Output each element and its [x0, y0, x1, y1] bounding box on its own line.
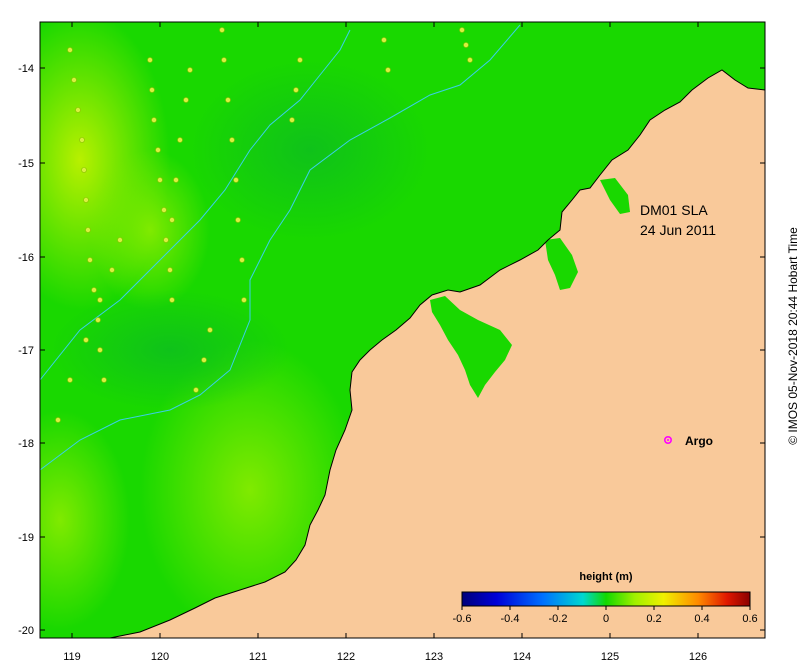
sla-contour	[40, 29, 351, 381]
argo-label: Argo	[685, 434, 713, 448]
lon-tick-label: 122	[337, 651, 355, 663]
colorbar-tick-label: 0.2	[646, 613, 661, 625]
dataset-date: 24 Jun 2011	[640, 222, 716, 238]
credit-text: © IMOS 05-Nov-2018 20:44 Hobart Time	[786, 227, 800, 445]
lon-tick-label: 121	[249, 651, 267, 663]
lon-tick-label: 120	[151, 651, 169, 663]
land-mass	[110, 70, 765, 638]
sla-low-anomaly	[190, 60, 430, 240]
colorbar-ticks: -0.6 -0.4 -0.2 0 0.2 0.4 0.6	[453, 606, 758, 625]
inlet	[600, 178, 630, 214]
inlet	[545, 238, 578, 290]
plot-frame	[39, 21, 766, 639]
lat-tick-label: -19	[18, 532, 34, 544]
colorbar-tick-label: 0	[603, 613, 609, 625]
lon-tick-label: 123	[425, 651, 443, 663]
colorbar	[461, 591, 751, 607]
colorbar-label: height (m)	[579, 571, 632, 583]
axis-ticks: 119 120 121 122 123 124 125 126 -14 -15 -16 -17 -18 -…	[18, 22, 765, 663]
lon-tick-label: 124	[513, 651, 531, 663]
colorbar-tick-label: -0.4	[501, 613, 520, 625]
lon-tick-label: 125	[601, 651, 619, 663]
lon-tick-label: 119	[63, 651, 81, 663]
sla-high-anomaly	[40, 410, 130, 630]
lat-tick-label: -14	[18, 63, 34, 75]
sla-high-anomaly	[90, 150, 210, 310]
colorbar-tick-label: -0.2	[549, 613, 568, 625]
lat-tick-label: -17	[18, 345, 34, 357]
altimeter-tracks	[55, 27, 473, 423]
argo-marker[interactable]	[663, 435, 672, 444]
lat-tick-label: -20	[18, 625, 34, 637]
dataset-title: DM01 SLA	[640, 202, 708, 218]
sla-low-anomaly	[50, 290, 290, 410]
sla-contour	[40, 24, 521, 471]
lat-tick-label: -16	[18, 252, 34, 264]
lon-tick-label: 126	[689, 651, 707, 663]
lat-tick-label: -15	[18, 158, 34, 170]
lat-tick-label: -18	[18, 438, 34, 450]
colorbar-tick-label: 0.6	[742, 613, 757, 625]
colorbar-tick-label: -0.6	[453, 613, 472, 625]
map-plot-area: Argo DM01 SLA 24 Jun 2011 height (m) -0.…	[40, 22, 765, 638]
kings-sound	[430, 296, 512, 398]
colorbar-tick-label: 0.4	[694, 613, 709, 625]
coastline	[109, 69, 765, 638]
